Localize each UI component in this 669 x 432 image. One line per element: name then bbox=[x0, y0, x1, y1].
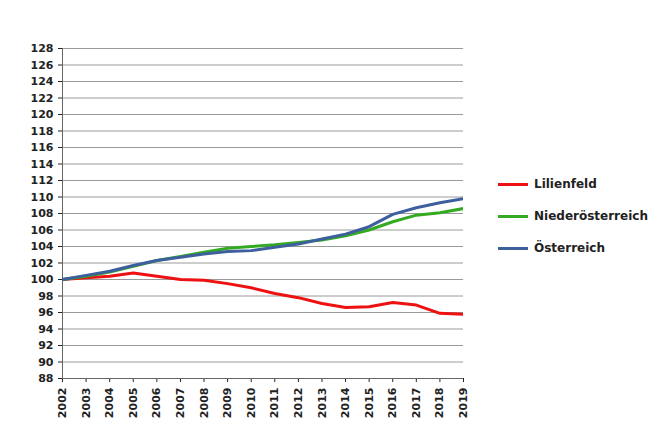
svg-text:102: 102 bbox=[31, 257, 54, 270]
svg-text:2018: 2018 bbox=[433, 388, 446, 419]
svg-text:2012: 2012 bbox=[292, 388, 305, 419]
svg-text:100: 100 bbox=[31, 273, 54, 286]
svg-text:96: 96 bbox=[38, 306, 54, 319]
svg-text:2002: 2002 bbox=[56, 388, 69, 419]
svg-text:118: 118 bbox=[31, 125, 54, 138]
svg-text:114: 114 bbox=[31, 158, 54, 171]
svg-text:120: 120 bbox=[31, 108, 54, 121]
svg-text:2009: 2009 bbox=[221, 388, 234, 419]
svg-text:94: 94 bbox=[38, 323, 54, 336]
svg-text:106: 106 bbox=[31, 224, 54, 237]
svg-text:128: 128 bbox=[31, 42, 54, 55]
svg-text:2011: 2011 bbox=[268, 388, 281, 419]
svg-text:98: 98 bbox=[38, 290, 53, 303]
html-text:Österreich: Österreich bbox=[534, 241, 605, 255]
svg-text:112: 112 bbox=[31, 174, 54, 187]
svg-text:122: 122 bbox=[31, 92, 54, 105]
svg-text:2007: 2007 bbox=[174, 388, 187, 419]
svg-text:2014: 2014 bbox=[339, 387, 352, 418]
svg-text:2005: 2005 bbox=[127, 388, 140, 419]
svg-text:88: 88 bbox=[38, 372, 53, 385]
svg-text:2003: 2003 bbox=[80, 388, 93, 419]
svg-text:2013: 2013 bbox=[315, 388, 328, 419]
svg-text:104: 104 bbox=[31, 240, 54, 253]
svg-text:90: 90 bbox=[38, 356, 54, 369]
svg-text:110: 110 bbox=[31, 191, 54, 204]
svg-text:2015: 2015 bbox=[363, 388, 376, 419]
svg-text:2004: 2004 bbox=[103, 387, 116, 418]
svg-text:2008: 2008 bbox=[198, 388, 211, 419]
svg-text:2006: 2006 bbox=[150, 387, 163, 418]
svg-text:116: 116 bbox=[31, 141, 54, 154]
svg-text:92: 92 bbox=[38, 339, 53, 352]
svg-text:126: 126 bbox=[31, 59, 54, 72]
html-text:Niederösterreich: Niederösterreich bbox=[534, 209, 648, 223]
svg-text:124: 124 bbox=[31, 75, 54, 88]
svg-text:2019: 2019 bbox=[457, 388, 470, 419]
html-text:Lilienfeld: Lilienfeld bbox=[534, 177, 597, 191]
svg-text:108: 108 bbox=[31, 207, 54, 220]
svg-text:2017: 2017 bbox=[410, 388, 423, 419]
svg-text:2010: 2010 bbox=[245, 387, 258, 418]
svg-text:2016: 2016 bbox=[386, 387, 399, 418]
